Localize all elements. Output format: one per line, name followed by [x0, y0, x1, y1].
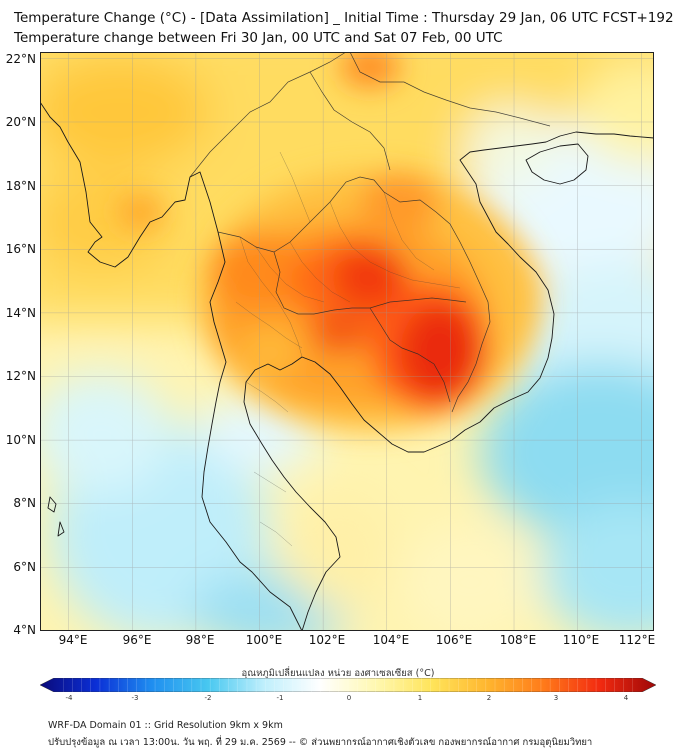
lat-label-4n: 4°N [13, 623, 36, 637]
lat-label-12n: 12°N [5, 369, 36, 383]
map-title: Temperature Change (°C) - [Data Assimila… [14, 10, 674, 26]
lat-label-16n: 16°N [5, 242, 36, 256]
colorbar-tick: 4 [623, 694, 629, 702]
colorbar-tick: 1 [417, 694, 423, 702]
footer-credit: ปรับปรุงข้อมูล ณ เวลา 13:00น. วัน พฤ. ที… [48, 737, 593, 748]
colorbar-tick: 3 [553, 694, 559, 702]
lon-label-104e: 104°E [372, 633, 410, 647]
colorbar-tick: -4 [65, 694, 73, 702]
lat-label-6n: 6°N [13, 560, 36, 574]
lon-label-100e: 100°E [245, 633, 283, 647]
map-frame [40, 52, 654, 631]
map-subtitle: Temperature change between Fri 30 Jan, 0… [14, 30, 503, 46]
coastlines [40, 101, 654, 631]
colorbar-tick: -1 [276, 694, 284, 702]
temperature-change-map [40, 52, 654, 631]
lat-label-18n: 18°N [5, 179, 36, 193]
colorbar-tick: 2 [486, 694, 492, 702]
lon-label-112e: 112°E [618, 633, 656, 647]
province-borders [235, 151, 461, 547]
colorbar [40, 678, 656, 692]
colorbar-tick: -2 [204, 694, 212, 702]
lat-label-20n: 20°N [5, 115, 36, 129]
colorbar-title: อุณหภูมิเปลี่ยนแปลง หน่วย องศาเซลเซียส (… [241, 668, 435, 679]
lon-label-110e: 110°E [562, 633, 600, 647]
lon-label-102e: 102°E [308, 633, 346, 647]
footer-model-info: WRF-DA Domain 01 :: Grid Resolution 9km … [48, 720, 283, 731]
lat-label-8n: 8°N [13, 496, 36, 510]
lon-label-94e: 94°E [58, 633, 88, 647]
lon-label-98e: 98°E [185, 633, 215, 647]
colorbar-tick: -3 [131, 694, 139, 702]
lon-label-96e: 96°E [122, 633, 152, 647]
colorbar-tick: 0 [346, 694, 352, 702]
lon-label-108e: 108°E [499, 633, 537, 647]
lon-label-106e: 106°E [435, 633, 473, 647]
lat-lon-grid [40, 52, 654, 631]
lat-label-14n: 14°N [5, 306, 36, 320]
lat-label-22n: 22°N [5, 52, 36, 66]
lat-label-10n: 10°N [5, 433, 36, 447]
